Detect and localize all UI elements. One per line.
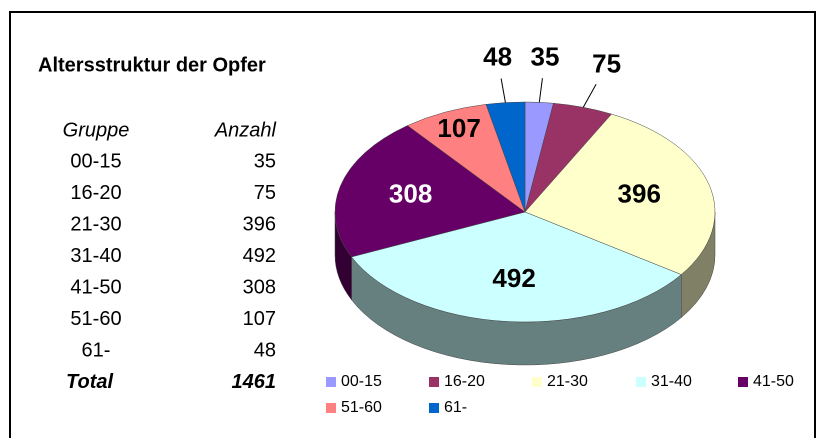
legend-label: 31-40 <box>651 373 692 390</box>
table-cell: 492 <box>243 245 276 267</box>
table-cell: 35 <box>254 150 276 172</box>
legend-swatch <box>326 377 336 387</box>
data-label: 492 <box>492 263 535 293</box>
table-cell: 21-30 <box>70 213 121 235</box>
legend-swatch <box>532 377 542 387</box>
table-total: 1461 <box>232 371 277 393</box>
table-header: Anzahl <box>214 119 277 141</box>
table-cell: 41-50 <box>70 276 121 298</box>
table-cell: 51-60 <box>70 308 121 330</box>
leader-line <box>582 84 597 108</box>
table-cell: 75 <box>254 182 276 204</box>
legend-swatch <box>429 377 439 387</box>
legend-label: 61- <box>444 399 467 416</box>
table-header: Gruppe <box>63 119 130 141</box>
data-label: 48 <box>483 42 512 72</box>
table-cell: 107 <box>243 308 276 330</box>
data-label: 35 <box>531 41 560 71</box>
legend-label: 21-30 <box>547 373 588 390</box>
legend-label: 16-20 <box>444 373 485 390</box>
data-label: 75 <box>592 48 621 78</box>
data-label: 107 <box>437 113 480 143</box>
table-cell: 48 <box>254 339 276 361</box>
legend-swatch <box>738 377 748 387</box>
chart-title: Altersstruktur der Opfer <box>38 54 266 76</box>
data-label: 396 <box>618 178 661 208</box>
pie-slice <box>524 113 716 275</box>
legend-label: 51-60 <box>341 399 382 416</box>
table-cell: 16-20 <box>70 182 121 204</box>
leader-line <box>500 78 506 103</box>
data-label: 308 <box>389 179 432 209</box>
legend-swatch <box>429 403 439 413</box>
table-cell: 00-15 <box>70 150 121 172</box>
table-cell: 308 <box>243 276 276 298</box>
table-total: Total <box>66 371 113 393</box>
pie-slice <box>351 211 682 323</box>
legend-label: 00-15 <box>341 373 382 390</box>
legend-label: 41-50 <box>753 373 794 390</box>
leader-line <box>538 78 543 103</box>
table-cell: 396 <box>243 213 276 235</box>
table-cell: 61- <box>82 339 111 361</box>
pie-slice <box>334 125 526 258</box>
table-cell: 31-40 <box>70 245 121 267</box>
legend-swatch <box>326 403 336 413</box>
legend-swatch <box>636 377 646 387</box>
